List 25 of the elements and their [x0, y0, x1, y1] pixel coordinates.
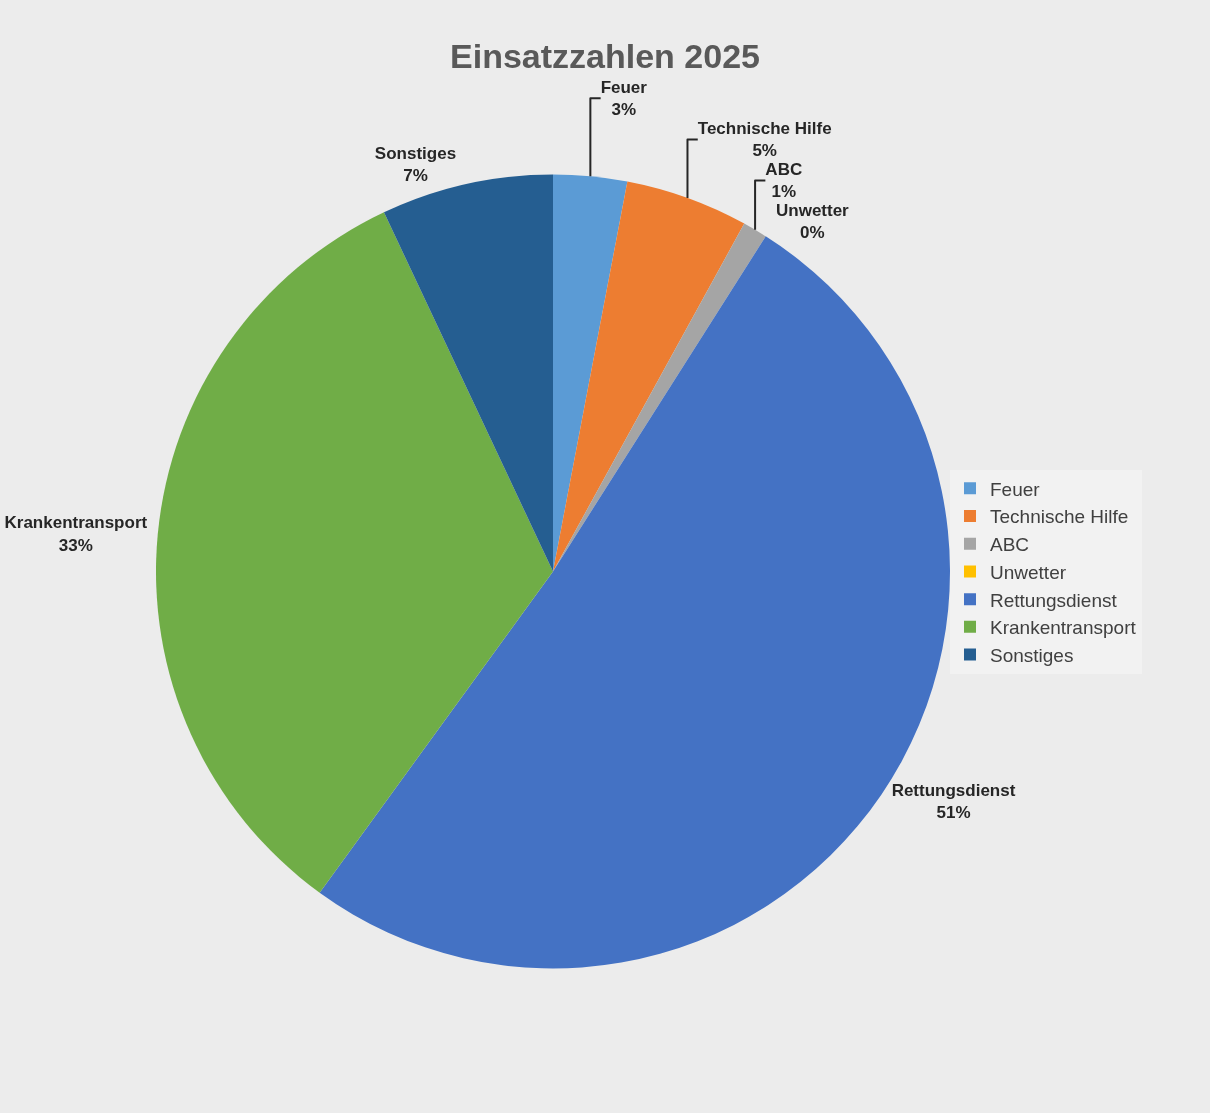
pie-slice [553, 181, 745, 572]
text: 0% [800, 223, 825, 243]
data-label: 3% [611, 99, 637, 119]
data-label: 5% [752, 141, 777, 160]
slice-label: Feuer [600, 77, 648, 97]
legend-label: Rettungsdienst [990, 589, 1118, 611]
legend-label: Unwetter [990, 561, 1067, 583]
slice-label: Technische Hilfe [697, 118, 832, 138]
slice-label: Krankentransport [4, 513, 148, 533]
pie-slice [156, 212, 553, 893]
slice-label: ABC [765, 160, 803, 179]
legend-label: Technische Hilfe [990, 506, 1129, 528]
pie-slice [553, 174, 628, 572]
chart-title: Einsatzzahlen 2025 [450, 37, 760, 76]
data-label: 33% [58, 535, 93, 555]
slice-label: Sonstiges [374, 143, 457, 163]
data-label: 7% [403, 166, 428, 186]
data-label: 1% [771, 182, 797, 202]
data-label: 51% [936, 802, 971, 822]
legend-label: Sonstiges [990, 644, 1074, 666]
category-label: Unwetter [776, 201, 849, 221]
slice-label: Rettungsdienst [891, 780, 1016, 800]
legend-label: Feuer [990, 478, 1041, 500]
legend-label: ABC [990, 534, 1030, 556]
legend-label: Krankentransport [990, 617, 1137, 639]
